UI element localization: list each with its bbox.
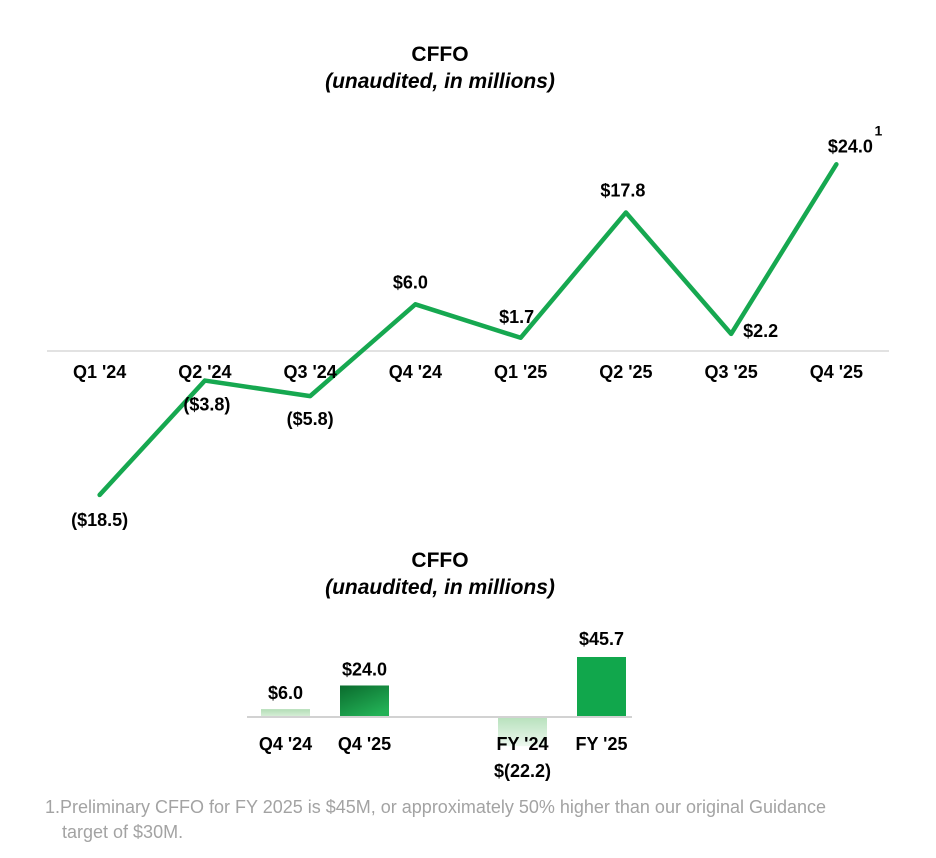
point-label: ($3.8) bbox=[183, 395, 230, 415]
x-axis-label: Q1 '25 bbox=[494, 362, 547, 382]
line-chart: Q1 '24 Q2 '24 Q3 '24 Q4 '24 Q1 '25 Q2 '25 Q3 '… bbox=[47, 122, 889, 530]
footnote-line-2: target of $30M. bbox=[62, 822, 184, 842]
point-label: $2.2 bbox=[743, 321, 778, 341]
x-axis-label: Q2 '24 bbox=[178, 362, 231, 382]
x-axis-label: Q1 '24 bbox=[73, 362, 126, 382]
bar-value-label: $6.0 bbox=[268, 683, 303, 703]
x-axis-label: Q2 '25 bbox=[599, 362, 652, 382]
bar bbox=[577, 656, 626, 717]
bar bbox=[261, 709, 310, 717]
bar-chart-title: CFFO bbox=[411, 549, 469, 572]
bar-chart: Q4 '24 Q4 '25 FY '24 FY '25 $6.0 $24.0 $(22.2)… bbox=[247, 629, 632, 781]
bar-category-label: FY '25 bbox=[576, 734, 628, 754]
x-axis-label: Q4 '24 bbox=[389, 362, 442, 382]
x-axis-label: Q4 '25 bbox=[810, 362, 863, 382]
bar-value-label: $(22.2) bbox=[494, 761, 551, 781]
point-label: $1.7 bbox=[499, 307, 534, 327]
bar bbox=[498, 717, 547, 747]
bar-chart-subtitle: (unaudited, in millions) bbox=[325, 576, 555, 599]
x-axis-label: Q3 '25 bbox=[704, 362, 757, 382]
footnote-line-1: 1.Preliminary CFFO for FY 2025 is $45M, … bbox=[45, 797, 827, 817]
bar-category-label: Q4 '25 bbox=[338, 734, 391, 754]
bar bbox=[340, 685, 389, 717]
x-axis-label: Q3 '24 bbox=[283, 362, 336, 382]
point-label: $24.0 bbox=[828, 136, 873, 156]
bar-value-label: $45.7 bbox=[579, 629, 624, 649]
footnote-marker-superscript: 1 bbox=[874, 122, 882, 138]
point-label: ($18.5) bbox=[71, 510, 128, 530]
line-chart-title: CFFO bbox=[411, 43, 469, 66]
line-series bbox=[97, 162, 839, 498]
footnote: 1.Preliminary CFFO for FY 2025 is $45M, … bbox=[45, 795, 925, 845]
line-chart-subtitle: (unaudited, in millions) bbox=[325, 70, 555, 93]
point-label: ($5.8) bbox=[287, 409, 334, 429]
bar-value-label: $24.0 bbox=[342, 659, 387, 679]
point-label: $17.8 bbox=[600, 181, 645, 201]
bar-category-label: Q4 '24 bbox=[259, 734, 312, 754]
bar-category-label: FY '24 bbox=[497, 734, 549, 754]
point-label: $6.0 bbox=[393, 272, 428, 292]
